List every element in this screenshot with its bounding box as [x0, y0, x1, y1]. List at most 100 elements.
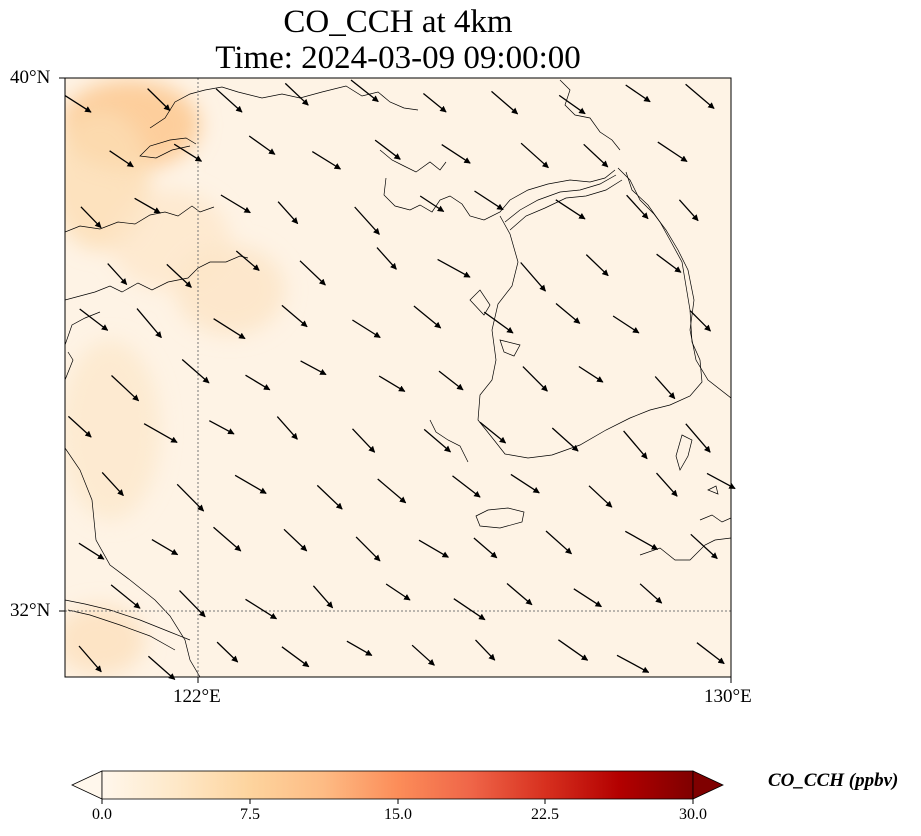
wind-arrow	[452, 475, 481, 498]
wind-arrow	[520, 142, 549, 169]
wind-arrow	[179, 590, 206, 618]
wind-arrow	[355, 536, 381, 562]
wind-arrow	[213, 526, 242, 552]
wind-arrow	[585, 254, 609, 277]
wind-arrow	[423, 428, 451, 453]
wind-arrow	[213, 318, 246, 340]
wind-arrow	[506, 583, 533, 606]
wind-arrow	[616, 654, 650, 673]
wind-arrow	[143, 423, 178, 443]
wind-arrow	[352, 428, 376, 453]
wind-arrow	[437, 258, 471, 278]
wind-arrow	[385, 583, 411, 601]
wind-arrow	[555, 199, 586, 220]
wind-arrow	[311, 151, 342, 170]
wind-arrow	[453, 598, 486, 621]
colorbar-gradient	[101, 770, 694, 800]
wind-arrow	[78, 542, 105, 560]
wind-arrow	[376, 247, 397, 270]
wind-arrow	[300, 360, 327, 376]
wind-arrow	[299, 260, 326, 286]
wind-arrow	[558, 639, 589, 661]
wind-arrow	[678, 199, 699, 222]
wind-arrow	[551, 427, 579, 452]
wind-arrow	[706, 472, 736, 490]
wind-arrow	[276, 416, 298, 440]
wind-arrow	[475, 639, 496, 661]
wind-arrow	[685, 423, 711, 453]
wind-arrow	[623, 430, 648, 460]
wind-arrow	[474, 190, 504, 211]
wind-arrow	[281, 646, 310, 668]
wind-arrow	[245, 598, 278, 620]
wind-arrow	[413, 305, 442, 329]
wind-arrow	[689, 310, 711, 332]
wind-arrow	[281, 304, 308, 328]
wind-arrow	[520, 262, 546, 292]
wind-arrow	[378, 375, 406, 392]
wind-arrow	[147, 655, 176, 680]
lon-label-122e: 122°E	[173, 686, 221, 707]
wind-arrow	[419, 195, 445, 213]
wind-arrow	[377, 478, 407, 504]
wind-arrow	[685, 83, 715, 109]
wind-arrow	[101, 471, 124, 497]
wind-arrow	[173, 143, 203, 162]
wind-arrow	[411, 644, 435, 666]
wind-arrow	[354, 206, 380, 235]
wind-arrow	[245, 374, 271, 391]
wind-arrow	[639, 583, 663, 604]
wind-arrow	[588, 485, 613, 508]
wind-arrow	[136, 308, 162, 339]
wind-arrow	[147, 88, 171, 111]
wind-arrow	[110, 584, 141, 609]
wind-arrow	[283, 528, 308, 552]
wind-arrow	[473, 537, 498, 559]
wind-arrow	[64, 95, 92, 113]
wind-arrow	[555, 303, 581, 324]
wind-arrow	[657, 141, 688, 163]
concentration-field	[65, 78, 731, 677]
wind-arrow	[151, 539, 179, 556]
lon-label-130e: 130°E	[704, 686, 752, 707]
wind-arrow	[583, 143, 609, 168]
colorbar-min-extend	[71, 770, 103, 800]
wind-arrow	[438, 370, 464, 391]
wind-arrow	[656, 472, 678, 497]
wind-arrow	[215, 88, 243, 113]
colorbar-tick-label: 7.5	[240, 806, 260, 823]
lat-label-40n: 40°N	[10, 67, 51, 88]
wind-arrow	[626, 194, 649, 220]
wind-arrow	[80, 206, 102, 229]
map-time-subtitle: Time: 2024-03-09 09:00:00	[215, 40, 581, 76]
wind-arrow	[235, 250, 260, 271]
wind-arrow	[312, 585, 334, 609]
wind-arrow	[277, 201, 299, 225]
wind-arrow	[483, 311, 514, 334]
wind-arrow	[374, 139, 401, 160]
wind-arrow	[346, 640, 373, 656]
wind-arrow	[491, 90, 519, 115]
wind-arrow	[690, 533, 718, 560]
wind-arrow	[134, 197, 161, 214]
wind-arrow	[181, 359, 210, 384]
wind-arrow	[350, 79, 379, 103]
colorbar-tick-label: 22.5	[531, 806, 559, 823]
colorbar-tick-label: 30.0	[679, 806, 707, 823]
gridlines	[65, 78, 731, 677]
wind-arrow	[166, 263, 192, 288]
wind-arrow	[558, 94, 586, 115]
wind-arrow	[625, 84, 651, 103]
wind-arrow	[248, 135, 276, 155]
wind-arrow	[78, 645, 102, 673]
wind-arrow	[510, 473, 540, 494]
lat-label-32n: 32°N	[10, 600, 51, 621]
wind-arrow	[316, 484, 343, 510]
wind-arrow	[176, 483, 205, 512]
map-title: CO_CCH at 4km	[283, 4, 513, 40]
wind-arrow	[422, 92, 447, 113]
wind-arrow	[696, 642, 725, 665]
wind-arrow	[654, 376, 676, 400]
map-frame	[64, 77, 732, 678]
